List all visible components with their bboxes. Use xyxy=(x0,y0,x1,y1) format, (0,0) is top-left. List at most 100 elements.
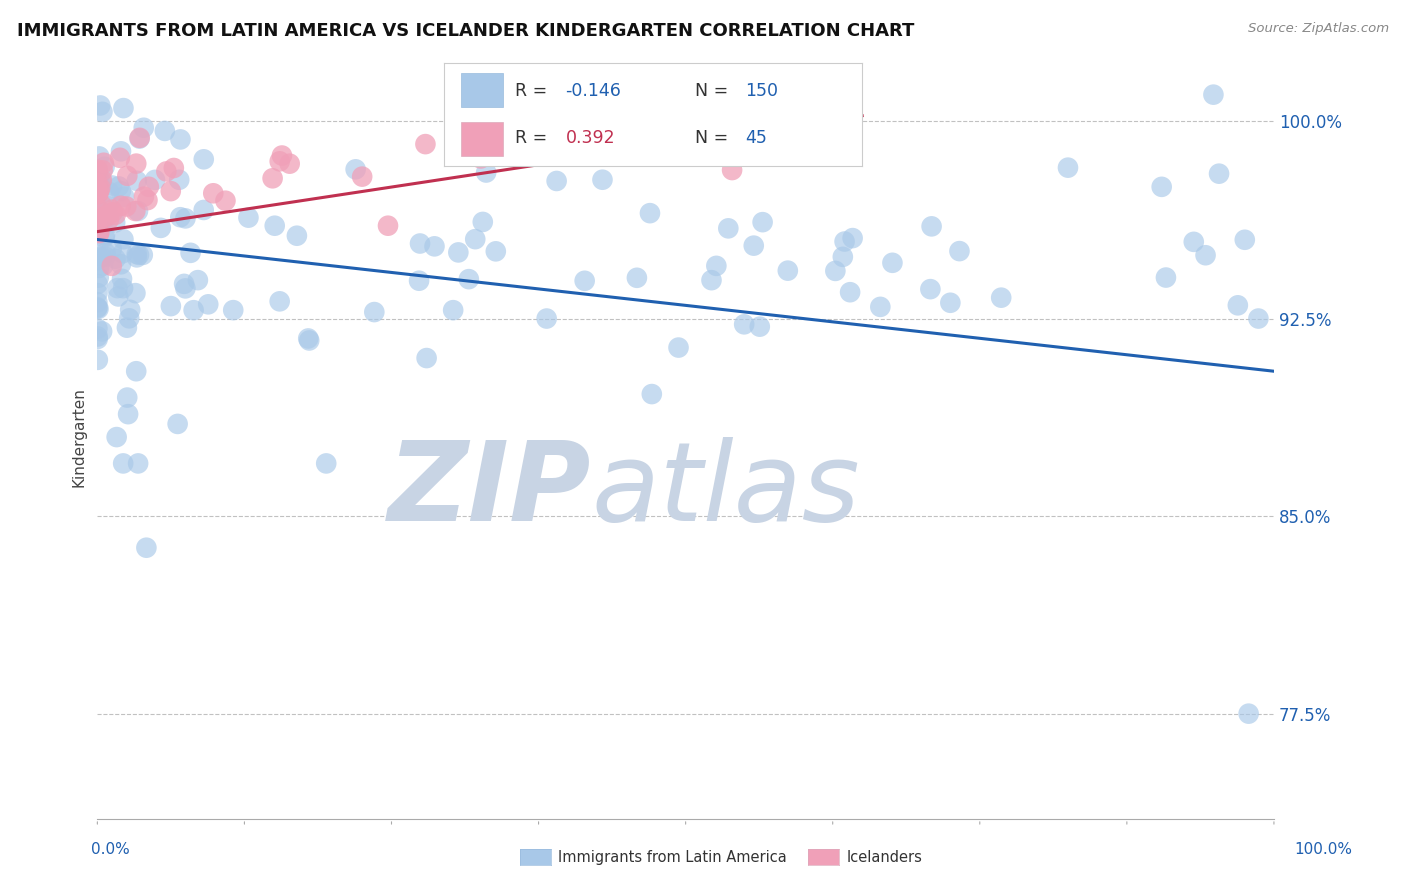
Point xyxy=(222,303,245,318)
Point xyxy=(471,215,494,229)
Point xyxy=(135,541,157,555)
Point xyxy=(921,219,943,234)
Point xyxy=(193,153,215,167)
Point xyxy=(111,246,134,260)
Point xyxy=(87,178,110,193)
Point xyxy=(447,245,470,260)
Point xyxy=(839,285,862,300)
Point xyxy=(117,407,139,421)
Point xyxy=(104,208,127,222)
Point xyxy=(1247,311,1270,326)
Point xyxy=(128,131,150,145)
Point xyxy=(297,331,319,345)
Text: Source: ZipAtlas.com: Source: ZipAtlas.com xyxy=(1249,22,1389,36)
Point xyxy=(100,242,122,256)
Point xyxy=(990,291,1012,305)
Point xyxy=(117,169,139,183)
Text: ZIP: ZIP xyxy=(388,437,592,544)
Point xyxy=(173,277,195,291)
Point xyxy=(90,175,112,189)
Point xyxy=(87,270,110,285)
Point xyxy=(115,391,138,405)
Point xyxy=(824,264,846,278)
Point xyxy=(124,204,146,219)
Point xyxy=(626,270,648,285)
Point xyxy=(315,457,337,471)
Text: IMMIGRANTS FROM LATIN AMERICA VS ICELANDER KINDERGARTEN CORRELATION CHART: IMMIGRANTS FROM LATIN AMERICA VS ICELAND… xyxy=(17,22,914,40)
Point xyxy=(136,193,159,207)
Point xyxy=(112,457,135,471)
Point xyxy=(93,155,115,169)
Point xyxy=(751,215,773,229)
Point xyxy=(120,302,142,317)
Point xyxy=(143,173,166,187)
Point xyxy=(91,325,114,339)
Point xyxy=(169,211,191,225)
Point xyxy=(104,215,127,229)
Point xyxy=(574,274,596,288)
Point xyxy=(536,311,558,326)
Point xyxy=(87,228,110,243)
Point xyxy=(94,210,117,224)
Point xyxy=(125,247,148,261)
Point xyxy=(153,124,176,138)
Point xyxy=(278,156,301,170)
Point xyxy=(86,321,108,335)
Point xyxy=(132,120,155,135)
Point xyxy=(97,185,120,199)
Point xyxy=(638,206,661,220)
Point xyxy=(920,282,942,296)
Point xyxy=(363,305,385,319)
Point xyxy=(91,163,114,178)
Point xyxy=(138,179,160,194)
Point xyxy=(87,352,110,367)
Point xyxy=(87,260,110,275)
Point xyxy=(115,199,138,213)
Text: atlas: atlas xyxy=(592,437,860,544)
Point xyxy=(86,248,108,262)
Point xyxy=(94,211,117,226)
Point xyxy=(263,219,285,233)
Point xyxy=(128,131,150,145)
Point xyxy=(776,263,799,277)
Point xyxy=(87,162,110,177)
Point xyxy=(86,301,108,316)
Text: 100.0%: 100.0% xyxy=(1295,842,1353,856)
Point xyxy=(112,232,135,246)
Point xyxy=(89,184,111,198)
Point xyxy=(202,186,225,201)
Point xyxy=(457,272,479,286)
Point xyxy=(90,197,112,211)
Point xyxy=(721,163,744,178)
Point xyxy=(834,235,856,249)
Text: Icelanders: Icelanders xyxy=(846,850,922,864)
Point xyxy=(94,246,117,260)
Point xyxy=(127,204,149,219)
Point xyxy=(882,256,904,270)
Point xyxy=(352,169,374,184)
Point xyxy=(132,189,155,203)
Point xyxy=(1233,233,1256,247)
Point xyxy=(87,202,110,216)
Point xyxy=(704,259,727,273)
Point xyxy=(105,430,128,444)
Point xyxy=(89,218,111,232)
Point xyxy=(377,219,399,233)
Point xyxy=(86,329,108,343)
Point xyxy=(86,253,108,268)
Point xyxy=(125,156,148,170)
Point xyxy=(285,228,308,243)
Point xyxy=(107,289,129,303)
Point xyxy=(197,297,219,311)
Point xyxy=(111,272,134,286)
Point xyxy=(125,251,148,265)
Point xyxy=(110,184,132,198)
Point xyxy=(464,232,486,246)
Point xyxy=(89,226,111,240)
Point xyxy=(108,151,131,165)
Point xyxy=(128,248,150,262)
Text: 0.0%: 0.0% xyxy=(91,842,131,856)
Point xyxy=(423,239,446,253)
Point xyxy=(86,176,108,190)
Point xyxy=(86,286,108,301)
